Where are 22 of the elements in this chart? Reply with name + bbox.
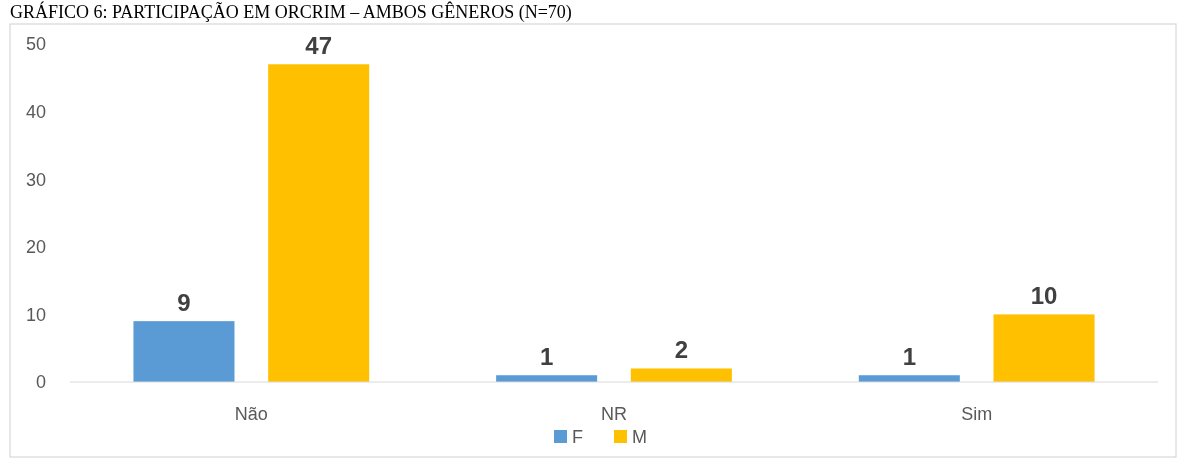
y-tick-label: 0: [35, 372, 46, 393]
bar: [133, 321, 235, 382]
legend-label: M: [632, 427, 647, 447]
y-tick-label: 40: [25, 101, 46, 122]
x-tick-label: Sim: [961, 404, 993, 424]
x-tick-label: NR: [601, 404, 627, 424]
data-label: 1: [902, 343, 916, 371]
y-tick-label: 50: [25, 34, 46, 55]
y-tick-label: 30: [25, 169, 46, 190]
y-tick-label: 10: [25, 304, 46, 325]
data-label: 9: [177, 289, 191, 317]
data-label: 1: [539, 343, 554, 371]
legend-label: F: [572, 427, 583, 447]
bar: [268, 64, 370, 382]
bar: [630, 368, 732, 382]
chart-title: GRÁFICO 6: PARTICIPAÇÃO EM ORCRIM – AMBOS GÊNEROS (N=70): [10, 1, 572, 23]
data-label: 10: [1030, 282, 1058, 310]
x-tick-label: Não: [234, 404, 268, 424]
data-label: 2: [674, 336, 689, 364]
bar: [993, 314, 1095, 382]
y-tick-label: 20: [25, 237, 46, 258]
data-label: 47: [305, 32, 333, 60]
